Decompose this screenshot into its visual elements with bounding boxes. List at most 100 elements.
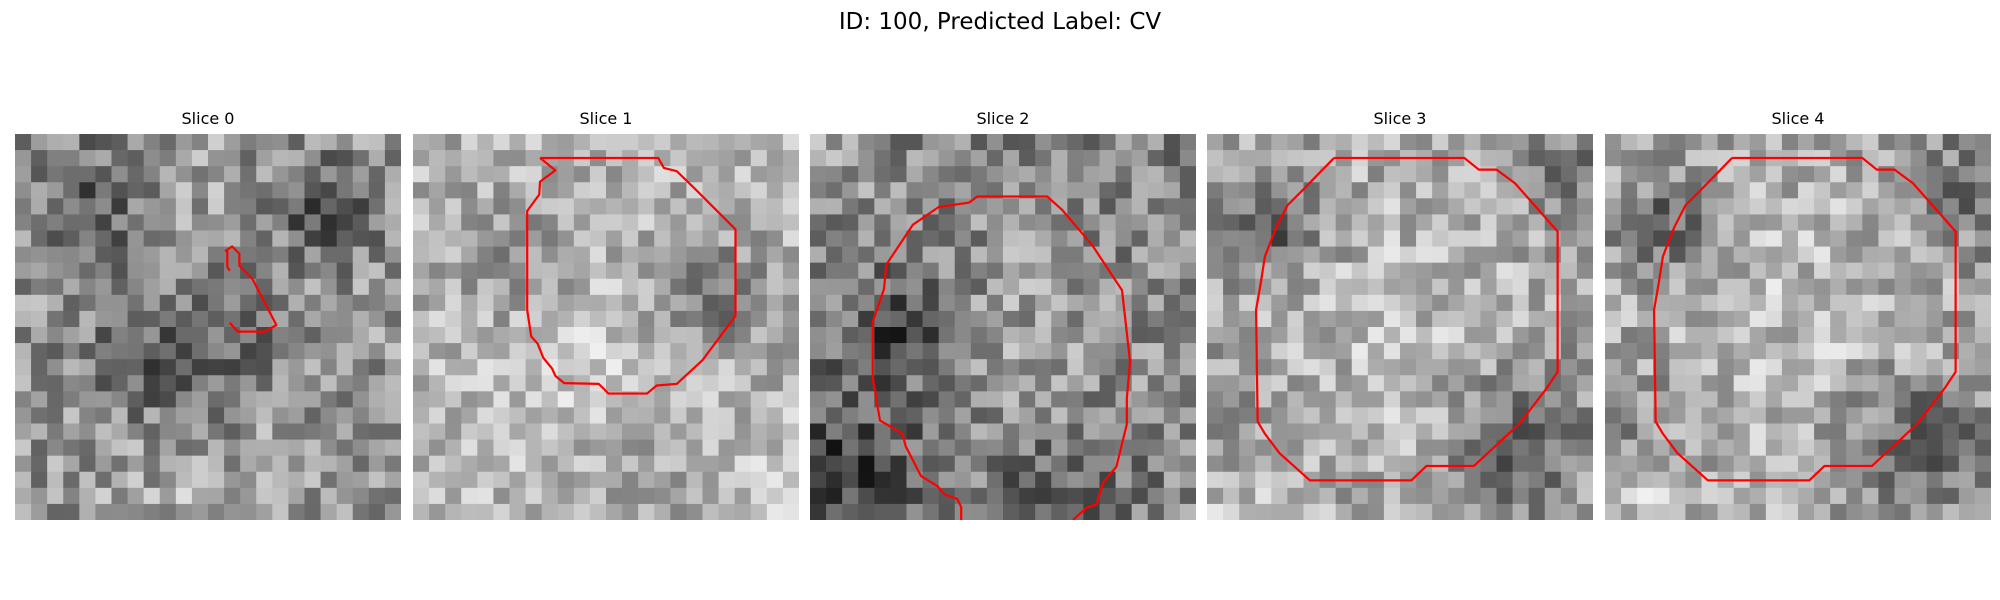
image-pixel <box>320 327 338 344</box>
image-pixel <box>970 327 988 344</box>
image-pixel <box>890 262 907 280</box>
image-pixel <box>1019 134 1036 151</box>
image-pixel <box>1798 503 1815 520</box>
image-pixel <box>1131 391 1149 408</box>
image-pixel <box>127 375 145 392</box>
image-pixel <box>413 182 430 199</box>
image-pixel <box>31 391 48 408</box>
image-pixel <box>890 359 907 376</box>
image-pixel <box>654 182 671 199</box>
image-pixel <box>1528 503 1546 520</box>
image-pixel <box>826 439 843 457</box>
image-pixel <box>224 343 241 360</box>
image-pixel <box>1163 166 1181 183</box>
image-pixel <box>541 391 559 408</box>
image-pixel <box>1830 455 1847 473</box>
image-pixel <box>143 407 161 424</box>
image-pixel <box>272 246 289 264</box>
image-pixel <box>1749 407 1767 424</box>
image-pixel <box>557 310 575 328</box>
image-pixel <box>1400 262 1417 280</box>
image-pixel <box>1685 343 1702 360</box>
image-pixel <box>1528 294 1546 312</box>
image-pixel <box>702 166 719 183</box>
image-pixel <box>1287 166 1304 183</box>
image-pixel <box>429 407 446 424</box>
image-pixel <box>111 230 128 247</box>
image-pixel <box>810 294 827 312</box>
image-pixel <box>79 503 96 520</box>
image-pixel <box>622 423 639 440</box>
image-pixel <box>1003 343 1020 360</box>
image-pixel <box>240 407 257 424</box>
image-pixel <box>1319 198 1337 215</box>
image-pixel <box>15 439 32 457</box>
image-pixel <box>557 294 575 312</box>
image-pixel <box>191 375 209 392</box>
image-pixel <box>461 246 478 264</box>
image-pixel <box>670 471 687 489</box>
image-pixel <box>127 310 145 328</box>
image-pixel <box>1019 391 1036 408</box>
image-pixel <box>573 407 591 424</box>
image-pixel <box>1717 214 1735 231</box>
image-pixel <box>1528 407 1546 424</box>
image-pixel <box>782 262 799 280</box>
image-pixel <box>906 134 923 151</box>
image-pixel <box>461 391 478 408</box>
image-pixel <box>1512 150 1530 167</box>
image-pixel <box>368 375 386 392</box>
image-pixel <box>461 310 478 328</box>
image-pixel <box>622 230 639 247</box>
image-pixel <box>95 359 112 376</box>
image-pixel <box>922 310 940 328</box>
image-pixel <box>1480 262 1497 280</box>
image-pixel <box>622 471 639 489</box>
image-pixel <box>1383 343 1401 360</box>
image-pixel <box>1019 343 1036 360</box>
image-pixel <box>1637 423 1654 440</box>
image-pixel <box>718 150 736 167</box>
image-pixel <box>127 343 145 360</box>
image-pixel <box>127 423 145 440</box>
image-pixel <box>1147 310 1165 328</box>
image-pixel <box>127 294 145 312</box>
image-pixel <box>1335 455 1353 473</box>
image-pixel <box>509 166 526 183</box>
image-pixel <box>143 327 161 344</box>
image-pixel <box>1147 214 1165 231</box>
image-pixel <box>842 327 859 344</box>
image-pixel <box>1383 407 1401 424</box>
image-pixel <box>63 278 80 296</box>
image-pixel <box>1974 343 1991 360</box>
image-pixel <box>702 198 719 215</box>
image-pixel <box>1003 230 1020 247</box>
image-pixel <box>79 246 96 264</box>
image-pixel <box>1798 455 1815 473</box>
image-pixel <box>191 407 209 424</box>
image-pixel <box>1653 214 1670 231</box>
image-pixel <box>445 310 462 328</box>
image-pixel <box>782 214 799 231</box>
image-pixel <box>1271 503 1288 520</box>
image-pixel <box>1400 278 1417 296</box>
image-pixel <box>288 182 305 199</box>
image-pixel <box>1560 327 1578 344</box>
image-pixel <box>1464 214 1481 231</box>
image-pixel <box>208 182 225 199</box>
image-pixel <box>750 310 768 328</box>
image-pixel <box>1319 230 1337 247</box>
image-pixel <box>1335 407 1353 424</box>
image-pixel <box>1083 214 1100 231</box>
image-pixel <box>336 359 354 376</box>
image-pixel <box>256 471 273 489</box>
image-pixel <box>368 423 386 440</box>
image-pixel <box>938 455 956 473</box>
image-pixel <box>1099 294 1116 312</box>
image-pixel <box>938 214 956 231</box>
image-pixel <box>208 375 225 392</box>
image-pixel <box>1271 150 1288 167</box>
image-pixel <box>1496 471 1513 489</box>
image-pixel <box>1303 278 1320 296</box>
image-pixel <box>208 214 225 231</box>
